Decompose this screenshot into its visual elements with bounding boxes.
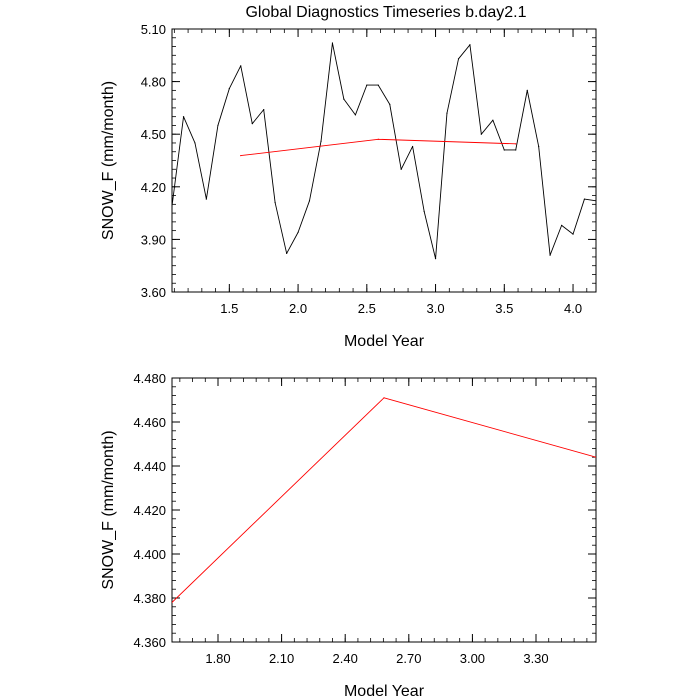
data-point [377, 84, 379, 86]
data-point [389, 103, 391, 105]
data-point [182, 116, 185, 118]
data-point [240, 154, 242, 157]
data-point [549, 254, 551, 256]
data-point [354, 114, 357, 116]
data-point [515, 149, 517, 151]
data-point [320, 140, 322, 142]
data-point [411, 145, 414, 148]
y-tick-label: 3.60 [141, 285, 166, 300]
x-tick-label: 1.80 [205, 651, 230, 666]
y-axis-title: SNOW_F (mm/month) [100, 430, 117, 589]
x-tick-label: 3.30 [523, 651, 548, 666]
x-tick-label: 3.0 [427, 301, 445, 316]
data-point [194, 142, 196, 144]
y-tick-label: 4.50 [141, 127, 166, 142]
minor-ticks [172, 377, 596, 643]
y-tick-label: 3.90 [141, 232, 166, 247]
x-tick-label: 2.40 [333, 651, 358, 666]
data-point [217, 124, 219, 127]
x-tick-label: 2.5 [358, 301, 376, 316]
data-point [331, 42, 334, 44]
data-point [469, 44, 471, 46]
data-point [400, 168, 402, 170]
y-tick-label: 4.460 [133, 415, 166, 430]
data-point [366, 84, 368, 86]
data-point [538, 145, 540, 148]
y-tick-label: 4.440 [133, 459, 166, 474]
data-point [343, 98, 345, 100]
y-tick-label: 4.380 [133, 591, 166, 606]
data-point [377, 138, 379, 140]
x-tick-label: 1.5 [220, 301, 238, 316]
annual-mean-line [172, 397, 596, 603]
y-axis-title: SNOW_F (mm/month) [100, 81, 117, 240]
data-point [572, 233, 574, 235]
x-tick-label: 2.0 [289, 301, 307, 316]
y-tick-label: 4.420 [133, 503, 166, 518]
y-tick-label: 4.360 [133, 635, 166, 650]
data-point [457, 58, 460, 60]
data-point [492, 119, 494, 121]
data-point [205, 198, 207, 200]
data-point [172, 601, 173, 603]
plot-frame [171, 377, 597, 643]
data-point [308, 200, 311, 202]
data-point [383, 397, 385, 399]
data-point [228, 88, 230, 90]
data-point [503, 149, 505, 151]
x-axis-title: Model Year [344, 333, 425, 350]
bottom-panel: 1.80 2.10 2.40 2.70 3.00 3.30 4.360 4.380 4.400 4… [100, 371, 597, 700]
monthly-series-line [172, 42, 596, 260]
minor-ticks [172, 28, 596, 293]
plot-frame [171, 28, 597, 293]
data-point [480, 133, 482, 135]
x-tick-label: 2.70 [396, 651, 421, 666]
y-tick-label: 5.10 [141, 22, 166, 37]
x-tick-label: 3.00 [460, 651, 485, 666]
x-tick-label: 3.5 [495, 301, 513, 316]
data-point [561, 224, 563, 226]
annual-mean-line [240, 138, 516, 157]
data-point [434, 258, 437, 260]
figure-title: Global Diagnostics Timeseries b.day2.1 [245, 4, 526, 21]
data-point [583, 198, 586, 200]
data-point [263, 109, 265, 111]
data-point [423, 210, 425, 212]
x-tick-label: 2.10 [269, 651, 294, 666]
data-point [446, 112, 448, 114]
series-group [172, 397, 596, 603]
series-group [172, 42, 596, 260]
y-tick-label: 4.400 [133, 547, 166, 562]
data-point [526, 89, 528, 91]
x-tick-label: 4.0 [564, 301, 582, 316]
data-point [274, 201, 276, 204]
data-point [240, 65, 242, 67]
y-tick-label: 4.80 [141, 75, 166, 90]
top-panel: 1.5 2.0 2.5 3.0 3.5 4.0 3.60 3.90 4.20 4.50 4.80 5.… [100, 22, 597, 350]
data-point [172, 205, 173, 207]
data-point [595, 456, 596, 458]
data-point [515, 143, 517, 145]
y-tick-label: 4.480 [133, 371, 166, 386]
data-point [595, 200, 596, 202]
data-point [286, 252, 288, 255]
x-axis-title: Model Year [344, 683, 425, 700]
data-point [297, 231, 299, 233]
data-point [251, 123, 253, 125]
y-tick-label: 4.20 [141, 180, 166, 195]
